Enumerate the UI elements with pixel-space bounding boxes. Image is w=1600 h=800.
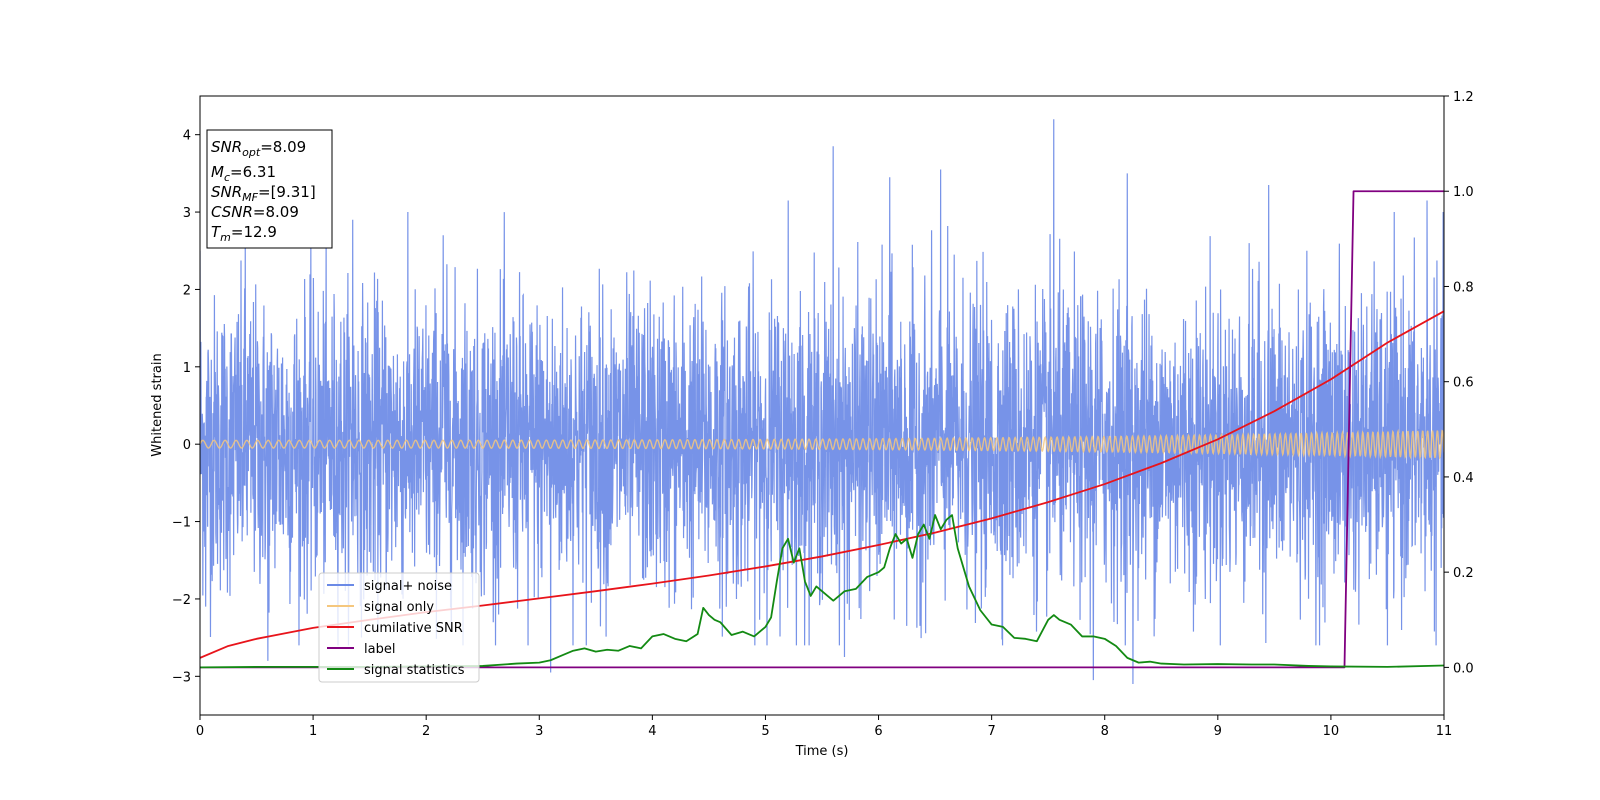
legend-frame xyxy=(318,572,480,683)
annotation-frame xyxy=(206,129,333,249)
legend-label: signal only xyxy=(364,600,434,615)
x-tick-label: 3 xyxy=(535,724,543,739)
x-tick-label: 1 xyxy=(309,724,317,739)
y-tick-label: 1 xyxy=(183,361,191,376)
x-tick-label: 8 xyxy=(1101,724,1109,739)
y-axis-title: Whitened strain xyxy=(150,353,165,456)
series-line-signal-noise xyxy=(200,119,1444,685)
axis-layer: 0 1 2 3 4 5 6 7 8 9 10 11 −3 −2 −1 0 1 2 3 4 0.0 0.2 0.4 0.6 0.8… xyxy=(172,90,1474,739)
x-tick-label: 2 xyxy=(422,724,430,739)
legend-label: label xyxy=(364,642,395,657)
annotation-line: SNRMF=[9.31] xyxy=(211,183,316,204)
x-tick-label: 9 xyxy=(1214,724,1222,739)
x-tick-label: 10 xyxy=(1323,724,1340,739)
annotation-line: CSNR=8.09 xyxy=(211,203,299,221)
annotation-line: Mc=6.31 xyxy=(211,163,276,184)
y2-tick-label: 0.0 xyxy=(1453,661,1474,676)
annotation-line: Tm=12.9 xyxy=(211,223,277,244)
legend-label: cumilative SNR xyxy=(364,621,463,636)
y-tick-label: 4 xyxy=(183,129,191,144)
x-tick-label: 11 xyxy=(1436,724,1453,739)
y-tick-label: 3 xyxy=(183,206,191,221)
series-line-label xyxy=(200,190,1444,669)
y2-tick-label: 0.4 xyxy=(1453,471,1474,486)
y2-tick-label: 0.8 xyxy=(1453,280,1474,295)
y2-tick-label: 0.2 xyxy=(1453,566,1474,581)
x-axis-title: Time (s) xyxy=(795,744,849,759)
x-tick-label: 6 xyxy=(874,724,882,739)
y-tick-label: 0 xyxy=(183,438,191,453)
legend-label: signal statistics xyxy=(364,663,465,678)
y2-tick-label: 1.0 xyxy=(1453,185,1474,200)
y-tick-label: 2 xyxy=(183,283,191,298)
plot-frame xyxy=(199,95,1445,716)
x-tick-label: 0 xyxy=(196,724,204,739)
y-tick-label: −1 xyxy=(172,516,191,531)
legend-label: signal+ noise xyxy=(364,579,452,594)
x-tick-label: 4 xyxy=(648,724,656,739)
series-line-signal-statistics xyxy=(200,514,1444,669)
annotation-line: SNRopt=8.09 xyxy=(211,138,306,159)
x-tick-label: 5 xyxy=(761,724,769,739)
y-tick-label: −2 xyxy=(172,593,191,608)
series-line-signal-only xyxy=(200,428,1444,460)
y2-tick-label: 1.2 xyxy=(1453,90,1474,105)
x-tick-label: 7 xyxy=(987,724,995,739)
legend: signal+ noise signal only cumilative SNR la… xyxy=(318,572,480,683)
y-tick-label: −3 xyxy=(172,670,191,685)
y2-tick-label: 0.6 xyxy=(1453,376,1474,391)
